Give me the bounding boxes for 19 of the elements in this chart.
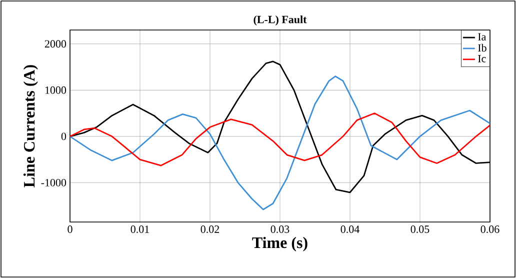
legend-label: Ib <box>478 44 486 52</box>
y-axis-title: Line Currents (A) <box>23 65 38 188</box>
y-tick-label: 2000 <box>44 40 66 48</box>
line-series <box>70 76 490 210</box>
x-tick-label: 0.03 <box>270 226 290 233</box>
legend-label: Ia <box>478 33 486 41</box>
y-tick-label: 0 <box>61 132 66 140</box>
line-series <box>70 112 490 166</box>
chart-title: (L-L) Fault <box>254 16 307 26</box>
x-tick-label: 0.02 <box>200 226 220 233</box>
x-tick-label: 0.05 <box>410 226 430 233</box>
x-tick-label: 0.01 <box>130 226 149 233</box>
legend-label: Ic <box>478 55 486 62</box>
x-tick-label: 0.06 <box>480 226 500 233</box>
y-tick-label: 1000 <box>45 86 66 94</box>
x-tick-label: 0 <box>68 226 72 233</box>
y-tick-label: -1000 <box>41 178 66 186</box>
x-axis-title: Time (s) <box>252 236 308 252</box>
x-tick-label: 0.04 <box>340 226 360 233</box>
